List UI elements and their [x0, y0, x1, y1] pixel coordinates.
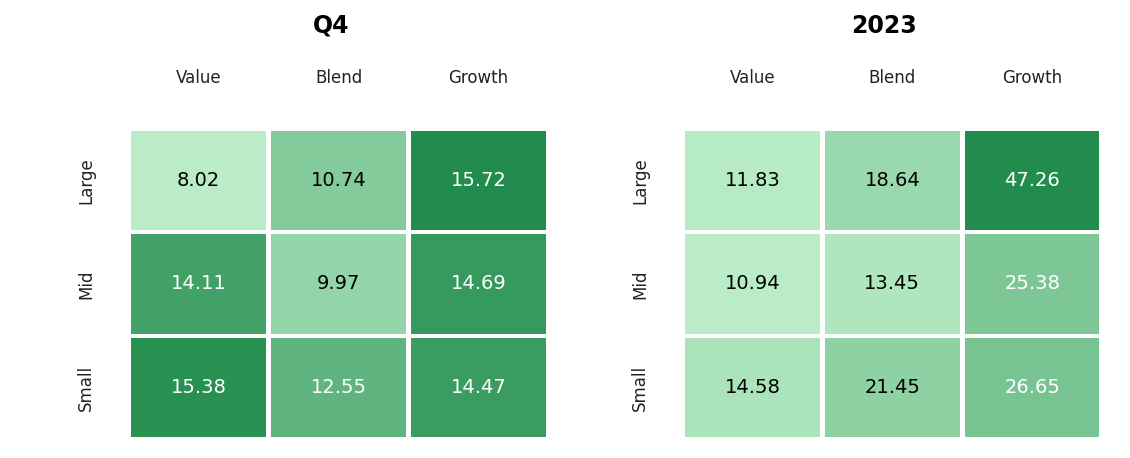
Bar	[685, 131, 819, 230]
Text: Value: Value	[176, 69, 221, 87]
Text: 18.64: 18.64	[864, 171, 920, 190]
Text: 11.83: 11.83	[724, 171, 781, 190]
Bar	[965, 338, 1099, 437]
Bar	[271, 131, 406, 230]
Text: 2023: 2023	[852, 14, 918, 38]
Bar	[825, 234, 959, 333]
Text: Value: Value	[730, 69, 775, 87]
Text: Large: Large	[631, 157, 649, 203]
Bar	[965, 131, 1099, 230]
Text: 13.45: 13.45	[864, 274, 920, 294]
Text: 14.69: 14.69	[451, 274, 506, 294]
Text: Blend: Blend	[869, 69, 916, 87]
Bar	[965, 234, 1099, 333]
Text: 14.58: 14.58	[724, 378, 781, 397]
Text: Blend: Blend	[315, 69, 363, 87]
Bar	[131, 234, 266, 333]
Bar	[411, 338, 546, 437]
Text: 9.97: 9.97	[316, 274, 360, 294]
Text: 10.74: 10.74	[311, 171, 366, 190]
Text: Small: Small	[77, 365, 95, 411]
Bar	[271, 234, 406, 333]
Text: 47.26: 47.26	[1005, 171, 1060, 190]
Text: 10.94: 10.94	[724, 274, 780, 294]
Text: Small: Small	[631, 365, 649, 411]
Text: 25.38: 25.38	[1005, 274, 1060, 294]
Text: Mid: Mid	[631, 269, 649, 299]
Bar	[411, 131, 546, 230]
Text: 12.55: 12.55	[311, 378, 366, 397]
Text: Growth: Growth	[1002, 69, 1062, 87]
Bar	[411, 234, 546, 333]
Text: 14.47: 14.47	[451, 378, 506, 397]
Bar	[131, 338, 266, 437]
Bar	[685, 338, 819, 437]
Text: 21.45: 21.45	[864, 378, 920, 397]
Text: Mid: Mid	[77, 269, 95, 299]
Text: 15.38: 15.38	[171, 378, 227, 397]
Bar	[825, 338, 959, 437]
Bar	[271, 338, 406, 437]
Text: 26.65: 26.65	[1005, 378, 1060, 397]
Text: Large: Large	[77, 157, 95, 203]
Bar	[131, 131, 266, 230]
Text: 14.11: 14.11	[171, 274, 227, 294]
Text: 15.72: 15.72	[451, 171, 506, 190]
Text: 8.02: 8.02	[177, 171, 220, 190]
Bar	[825, 131, 959, 230]
Text: Q4: Q4	[312, 14, 349, 38]
Bar	[685, 234, 819, 333]
Text: Growth: Growth	[449, 69, 508, 87]
